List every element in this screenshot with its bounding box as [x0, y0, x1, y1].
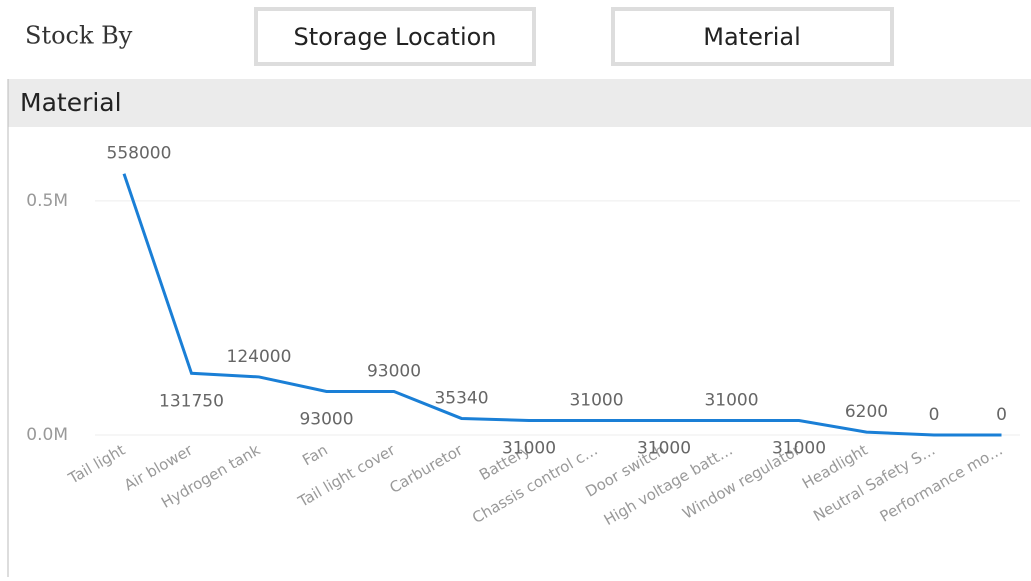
data-label: 93000	[299, 409, 353, 429]
data-label: 6200	[845, 402, 888, 422]
x-tick-label: Carburetor	[386, 440, 466, 497]
data-label: 31000	[704, 390, 758, 410]
data-label: 558000	[107, 144, 172, 164]
data-label: 31000	[637, 438, 691, 458]
x-tick-label: Fan	[299, 441, 330, 470]
button-label[interactable]: Storage Location	[293, 23, 496, 51]
x-tick-label: Neutral Safety S…	[810, 441, 938, 525]
data-label: 124000	[227, 347, 292, 367]
button[interactable]	[254, 7, 536, 66]
data-label: 35340	[434, 388, 488, 408]
y-tick-label: 0.5M	[26, 191, 68, 211]
data-label: 0	[996, 405, 1007, 425]
data-label: 31000	[569, 390, 623, 410]
button-label[interactable]: Material	[703, 23, 801, 51]
x-tick-label: Tail light	[64, 441, 128, 488]
stock-by-label: Stock By	[25, 22, 133, 50]
x-tick-label: Performance mo…	[877, 441, 1006, 526]
chart-title: Material	[20, 88, 122, 117]
data-label: 31000	[772, 438, 826, 458]
data-label: 131750	[159, 391, 224, 411]
data-label: 93000	[367, 361, 421, 381]
data-label: 31000	[502, 438, 556, 458]
button[interactable]	[611, 7, 894, 66]
chart-header	[8, 79, 1031, 127]
line	[122, 173, 1002, 437]
data-label: 0	[929, 405, 940, 425]
y-tick-label: 0.0M	[26, 425, 68, 445]
